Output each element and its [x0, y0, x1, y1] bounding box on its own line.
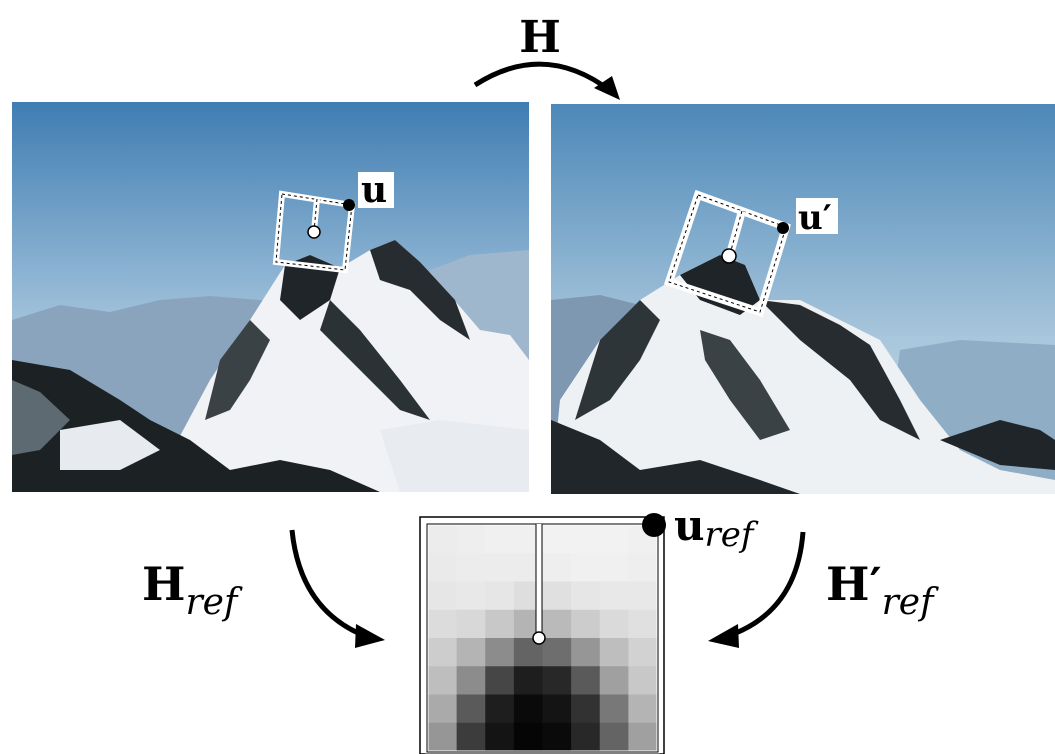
- patch-cell: [628, 581, 658, 611]
- left-photo: [12, 102, 529, 492]
- patch-cell: [456, 694, 486, 724]
- ref-center-point: [532, 631, 546, 645]
- patch-cell: [599, 666, 629, 695]
- patch-cell: [485, 722, 515, 752]
- patch-cell: [571, 666, 601, 695]
- patch-cell: [428, 581, 458, 611]
- patch-cell: [571, 609, 601, 639]
- patch-cell: [513, 694, 544, 724]
- reference-patch-overlay: [425, 513, 666, 754]
- patch-cell: [599, 609, 629, 639]
- patch-cell: [628, 609, 658, 639]
- patch-cell: [542, 722, 572, 752]
- h-ref-label: Href: [142, 557, 243, 623]
- patch-cell: [542, 609, 572, 639]
- ref-corner-point: [642, 513, 666, 537]
- point-u-label: u: [361, 169, 387, 211]
- patch-cell: [428, 525, 458, 554]
- patch-cell: [628, 722, 658, 752]
- point-u-ref-label: uref: [674, 501, 759, 555]
- right-center-point: [721, 248, 737, 264]
- patch-cell: [485, 638, 515, 667]
- patch-cell: [428, 553, 458, 582]
- patch-cell: [428, 609, 458, 639]
- patch-cell: [628, 553, 658, 582]
- patch-cell: [571, 638, 601, 667]
- patch-cell: [599, 638, 629, 667]
- patch-cell: [485, 666, 515, 695]
- patch-cell: [456, 638, 486, 667]
- patch-cell: [428, 722, 458, 752]
- homography-label: H: [519, 12, 561, 63]
- patch-cell: [542, 525, 572, 554]
- h-ref-sub: ref: [185, 582, 243, 623]
- patch-cell: [513, 666, 544, 695]
- right-corner-point: [777, 222, 789, 234]
- patch-cell: [542, 553, 572, 582]
- patch-cell: [456, 666, 486, 695]
- homography-arrow: [473, 61, 620, 100]
- h-ref-prime-sub: ref: [882, 582, 940, 623]
- patch-cell: [456, 525, 486, 554]
- patch-cell: [542, 694, 572, 724]
- patch-cell: [628, 638, 658, 667]
- patch-cell: [428, 666, 458, 695]
- patch-cell: [571, 722, 601, 752]
- h-ref-prime-label: H′ref: [826, 557, 939, 623]
- h-ref-arrow: [289, 529, 385, 648]
- patch-cell: [599, 694, 629, 724]
- patch-cell: [485, 553, 515, 582]
- patch-cell: [599, 722, 629, 752]
- patch-cell: [599, 553, 629, 582]
- patch-cell: [542, 666, 572, 695]
- left-window: [272, 190, 356, 274]
- patch-cell: [571, 553, 601, 582]
- patch-cell: [428, 638, 458, 667]
- left-center-point: [307, 225, 321, 239]
- patch-cell: [485, 525, 515, 554]
- patch-cell: [571, 525, 601, 554]
- patch-cell: [485, 694, 515, 724]
- point-u-prime-label: u′: [798, 198, 832, 238]
- patch-cell: [513, 722, 544, 752]
- patch-cell: [571, 694, 601, 724]
- patch-cell: [628, 694, 658, 724]
- patch-cell: [542, 581, 572, 611]
- h-ref-main: H: [142, 557, 185, 611]
- patch-cell: [628, 666, 658, 695]
- patch-cell: [456, 722, 486, 752]
- right-window: [663, 189, 791, 318]
- patch-cell: [456, 581, 486, 611]
- patch-cell: [542, 638, 572, 667]
- patch-cell: [571, 581, 601, 611]
- left-corner-point: [343, 199, 355, 211]
- patch-cell: [428, 694, 458, 724]
- h-ref-prime-main: H′: [826, 557, 882, 611]
- patch-cell: [485, 581, 515, 611]
- patch-cell: [485, 609, 515, 639]
- patch-cell: [456, 553, 486, 582]
- right-photo: [551, 104, 1055, 494]
- u-ref-main: u: [674, 501, 705, 550]
- reference-patch-grid: [428, 525, 658, 752]
- patch-cell: [599, 581, 629, 611]
- h-ref-prime-arrow: [708, 531, 806, 648]
- patch-cell: [456, 609, 486, 639]
- u-ref-sub: ref: [705, 515, 759, 555]
- patch-cell: [599, 525, 629, 554]
